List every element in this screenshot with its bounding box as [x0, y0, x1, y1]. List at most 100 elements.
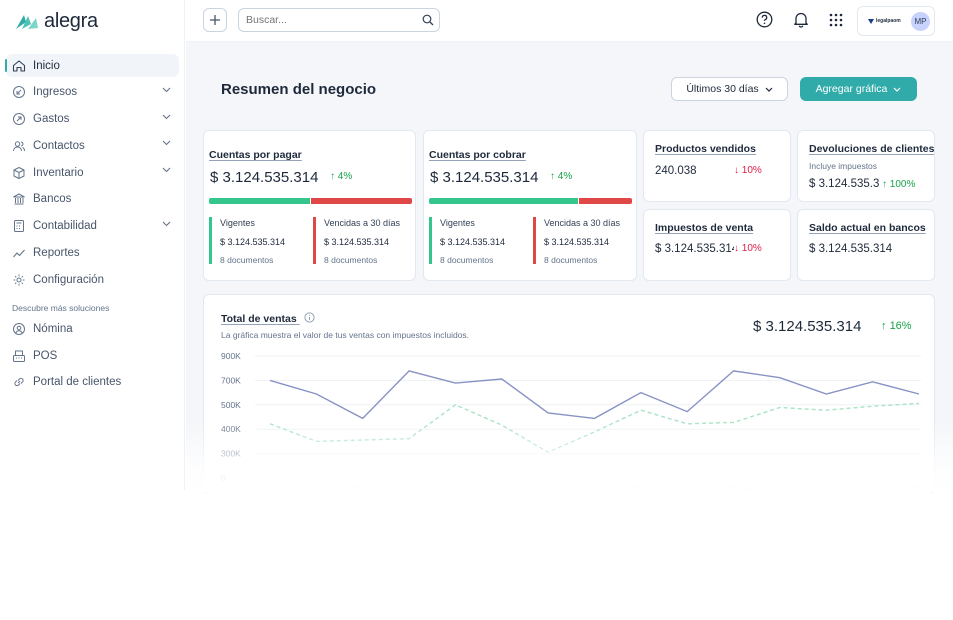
help-icon[interactable]: [756, 11, 773, 28]
payroll-icon: [12, 322, 26, 336]
bell-icon[interactable]: [793, 11, 809, 28]
sidebar-item-label: Portal de clientes: [33, 376, 122, 389]
add-chart-label: Agregar gráfica: [815, 83, 888, 95]
sidebar-item-inicio[interactable]: Inicio: [5, 54, 179, 77]
add-chart-button[interactable]: Agregar gráfica: [800, 77, 917, 101]
receivables-amount: $ 3.124.535.314: [430, 169, 539, 186]
y-tick-label: 500K: [221, 400, 241, 410]
receivables-trend-value: 4%: [557, 171, 573, 182]
sidebar-item-label: Inicio: [33, 59, 60, 72]
sidebar-item-label: POS: [33, 349, 58, 362]
receivables-current-amount: $ 3.124.535.314: [440, 237, 506, 247]
payables-overdue-label: Vencidas a 30 días: [324, 218, 401, 228]
receivables-overdue-amount: $ 3.124.535.314: [544, 237, 610, 247]
x-tick-label: 20 Ene: [632, 484, 659, 494]
calculator-icon: [12, 219, 26, 233]
x-tick-label: 10 Ene: [444, 484, 471, 494]
contacts-icon: [12, 139, 26, 153]
income-icon: [12, 85, 26, 99]
sidebar-item-portal-de-clientes[interactable]: Portal de clientes: [6, 371, 179, 394]
search-icon[interactable]: [422, 14, 434, 26]
receivables-title[interactable]: Cuentas por cobrar: [429, 149, 526, 161]
sidebar-item-configuracion[interactable]: Configuración: [6, 268, 179, 291]
sales-title[interactable]: Total de ventas: [221, 312, 315, 325]
receivables-card: Cuentas por cobrar $ 3.124.535.314 ↑ 4% …: [423, 130, 637, 281]
receivables-overdue[interactable]: Vencidas a 30 días $ 3.124.535.314 8 doc…: [533, 217, 620, 265]
sales-tax-value: $ 3.124.535.314: [655, 243, 735, 255]
chevron-down-icon: [162, 221, 171, 227]
company-name: legalpaom: [876, 18, 901, 24]
x-tick-label: 01 Ene: [257, 484, 284, 494]
sidebar-item-inventario[interactable]: Inventario: [6, 161, 179, 184]
sidebar-item-label: Nómina: [33, 322, 73, 335]
date-range-label: Últimos 30 días: [686, 83, 759, 95]
sidebar-section-title: Descubre más soluciones: [12, 303, 110, 314]
x-tick-label: 31 Ene: [913, 484, 925, 494]
receivables-progress-bar: [429, 198, 632, 204]
y-tick-label: 300K: [221, 449, 241, 459]
y-tick-label: 900K: [221, 351, 241, 361]
receivables-current[interactable]: Vigentes $ 3.124.535.314 8 documentos: [429, 217, 506, 265]
chevron-down-icon: [162, 167, 171, 173]
search-input[interactable]: [238, 8, 440, 32]
sidebar: alegra Inicio Ingresos Gastos Contactos Inve…: [0, 0, 185, 490]
payables-overdue-docs: 8 documentos: [324, 255, 378, 265]
plus-icon: [210, 15, 220, 25]
products-sold-card: Productos vendidos 240.038 ↓ 10%: [643, 130, 791, 202]
apps-grid-icon[interactable]: [829, 13, 843, 27]
payables-title[interactable]: Cuentas por pagar: [209, 149, 302, 161]
sidebar-item-contabilidad[interactable]: Contabilidad: [6, 215, 179, 238]
sidebar-item-label: Inventario: [33, 166, 84, 179]
sidebar-item-gastos[interactable]: Gastos: [6, 108, 179, 131]
payables-current-label: Vigentes: [220, 218, 255, 228]
sidebar-item-contactos[interactable]: Contactos: [6, 134, 179, 157]
pos-icon: [12, 349, 26, 363]
sales-title-text: Total de ventas: [221, 313, 297, 325]
chevron-down-icon: [765, 87, 773, 92]
sidebar-item-bancos[interactable]: Bancos: [6, 188, 179, 211]
receivables-current-fill: [429, 198, 579, 204]
box-icon: [12, 166, 26, 180]
sidebar-item-pos[interactable]: POS: [6, 344, 179, 367]
trend-down-icon: ↓: [734, 243, 742, 254]
sidebar-item-label: Configuración: [33, 273, 104, 286]
gear-icon: [12, 273, 26, 287]
returns-trend-value: 100%: [889, 179, 916, 190]
sidebar-nav: Inicio Ingresos Gastos Contactos Inventario B…: [5, 54, 179, 398]
bank-balance-title[interactable]: Saldo actual en bancos: [809, 222, 926, 234]
date-range-dropdown[interactable]: Últimos 30 días: [671, 77, 788, 101]
topbar: legalpaom MP: [186, 0, 953, 42]
sales-tax-title[interactable]: Impuestos de venta: [655, 222, 754, 234]
products-sold-title[interactable]: Productos vendidos: [655, 143, 756, 155]
payables-current[interactable]: Vigentes $ 3.124.535.314 8 documentos: [209, 217, 286, 265]
sidebar-item-ingresos[interactable]: Ingresos: [6, 81, 179, 104]
payables-overdue-amount: $ 3.124.535.314: [324, 237, 390, 247]
sidebar-item-nomina[interactable]: Nómina: [6, 317, 179, 340]
x-tick-label: 30 Ene: [819, 484, 846, 494]
payables-current-fill: [209, 198, 310, 204]
sidebar-item-label: Contactos: [33, 139, 85, 152]
trend-up-icon: ↑: [882, 179, 890, 190]
sales-tax-card: Impuestos de venta $ 3.124.535.314 ↓ 10%: [643, 209, 791, 281]
sales-subtitle: La gráfica muestra el valor de tus venta…: [221, 330, 470, 340]
link-icon: [12, 375, 26, 389]
payables-overdue[interactable]: Vencidas a 30 días $ 3.124.535.314 8 doc…: [313, 217, 401, 265]
payables-current-amount: $ 3.124.535.314: [220, 237, 286, 247]
total-sales-card: Total de ventas La gráfica muestra el va…: [203, 294, 935, 494]
sales-total: $ 3.124.535.314: [753, 318, 862, 335]
products-sold-trend-value: 10%: [741, 165, 762, 176]
company-switcher[interactable]: legalpaom MP: [857, 6, 935, 36]
avatar[interactable]: MP: [911, 12, 930, 31]
sidebar-item-reportes[interactable]: Reportes: [6, 242, 179, 265]
alegra-logo[interactable]: alegra: [14, 10, 98, 33]
bank-balance-card: Saldo actual en bancos $ 3.124.535.314: [797, 209, 935, 281]
trend-up-icon: ↑: [881, 320, 890, 332]
info-icon[interactable]: [303, 312, 315, 323]
add-button[interactable]: [203, 8, 227, 32]
returns-title[interactable]: Devoluciones de clientes: [809, 143, 935, 155]
payables-card: Cuentas por pagar $ 3.124.535.314 ↑ 4% V…: [203, 130, 416, 281]
chevron-down-icon: [893, 87, 901, 92]
x-tick-label: 15 Ene: [538, 484, 565, 494]
receivables-current-label: Vigentes: [440, 218, 475, 228]
alegra-logo-icon: [16, 14, 38, 29]
